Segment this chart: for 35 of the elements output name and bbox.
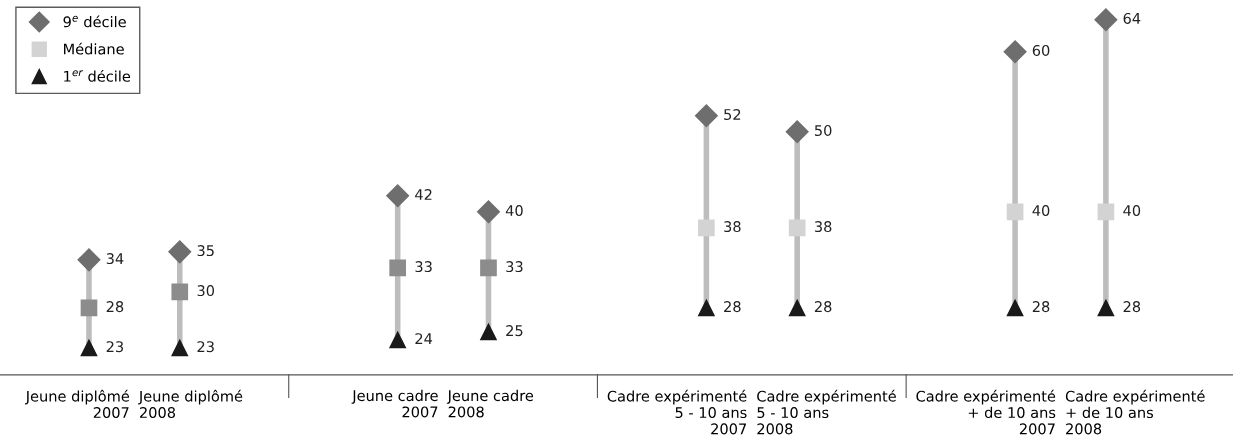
- legend-label: 1$^{er}$ décile: [64, 69, 131, 82]
- data-label: 38: [814, 221, 832, 233]
- data-label: 60: [1032, 44, 1050, 56]
- data-label: 42: [415, 189, 432, 200]
- data-label: 28: [1123, 301, 1141, 313]
- data-label: 28: [1032, 301, 1050, 313]
- data-label: 38: [724, 221, 741, 233]
- x-tick-label: Jeune cadre 2007: [351, 389, 438, 418]
- data-label: 40: [1032, 205, 1050, 217]
- data-label: 40: [1123, 205, 1141, 217]
- legend-label: Médiane: [64, 42, 124, 55]
- data-label: 40: [505, 205, 523, 217]
- x-tick-label: Jeune diplômé 2007: [24, 389, 130, 419]
- data-label: 28: [106, 301, 124, 313]
- data-label: 30: [197, 285, 215, 297]
- data-label: 23: [106, 341, 124, 353]
- x-tick-label: Jeune diplômé 2008: [138, 389, 243, 419]
- data-label: 28: [814, 301, 832, 313]
- data-label: 25: [506, 325, 523, 337]
- x-tick-label: Cadre expérimenté + de 10 ans 2008: [1065, 389, 1205, 435]
- x-tick-label: Jeune cadre 2008: [446, 389, 534, 418]
- data-label: 52: [724, 108, 741, 120]
- data-label: 50: [814, 124, 832, 137]
- data-label: 35: [197, 245, 214, 257]
- data-label: 28: [724, 301, 741, 313]
- x-tick-label: Cadre expérimenté 5 - 10 ans 2007: [607, 389, 747, 435]
- x-tick-label: Cadre expérimenté + de 10 ans 2007: [916, 389, 1056, 435]
- data-label: 64: [1123, 12, 1141, 24]
- data-label: 24: [415, 333, 433, 344]
- data-label: 23: [197, 341, 214, 353]
- data-label: 34: [106, 253, 124, 265]
- data-label: 33: [415, 261, 432, 273]
- legend-label: 9$^{e}$ décile: [63, 15, 126, 28]
- data-label: 33: [506, 261, 523, 273]
- x-tick-label: Cadre expérimenté 5 - 10 ans 2008: [757, 389, 896, 435]
